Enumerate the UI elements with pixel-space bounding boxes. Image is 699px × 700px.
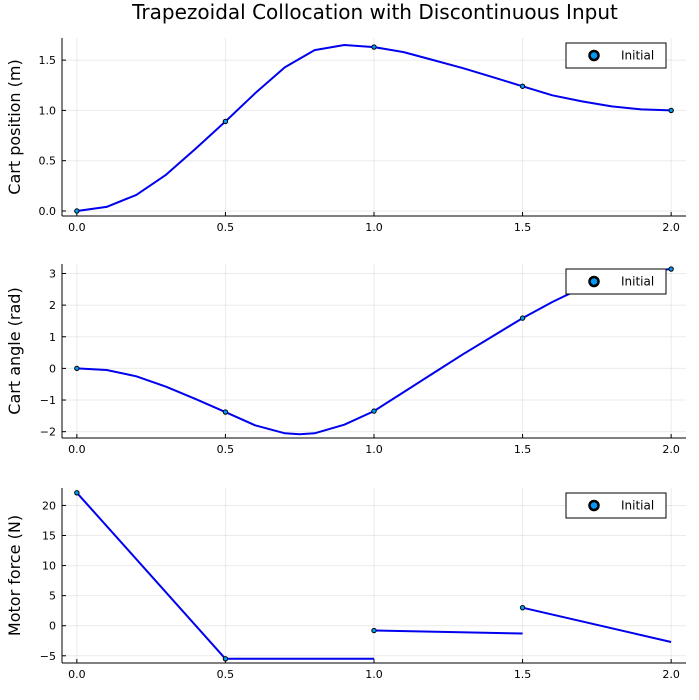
series-line-segment [76, 268, 672, 436]
panel-2: 0.0 0.5 1.0 1.5 2.0 −2 −1 0 1 2 3 Cart angle (rad) I… [5, 264, 686, 456]
y-tick-label: 20 [42, 499, 56, 512]
data-point [371, 627, 377, 634]
data-point [519, 315, 526, 321]
y-tick-label: 0 [49, 620, 56, 633]
x-tick-label: 0.5 [217, 221, 235, 234]
x-tick-label: 0.5 [217, 443, 235, 456]
x-tick-label: 0.0 [68, 221, 86, 234]
x-tick-label: 2.0 [662, 668, 680, 681]
x-tick-label: 1.0 [365, 221, 383, 234]
y-tick-label: 2 [49, 299, 56, 312]
data-point [668, 266, 674, 272]
y-tick-label: −2 [40, 426, 56, 439]
legend-marker [588, 49, 600, 62]
y-axis-label: Cart position (m) [5, 59, 24, 194]
legend-label: Initial [621, 49, 654, 63]
chart-title: Trapezoidal Collocation with Discontinuo… [131, 0, 618, 24]
data-point [222, 118, 229, 125]
legend-box [565, 42, 667, 69]
legend-marker [588, 499, 600, 512]
data-point [74, 490, 80, 496]
y-tick-label: 0 [49, 362, 56, 375]
series-line-segment [522, 606, 672, 643]
data-point [519, 83, 526, 89]
data-point [371, 44, 377, 50]
x-tick-label: 1.5 [514, 668, 532, 681]
x-tick-label: 1.5 [514, 443, 532, 456]
y-tick-label: 10 [42, 560, 56, 573]
y-tick-label: 15 [42, 530, 56, 543]
series-line-segment [76, 492, 227, 660]
panel-1: 0.0 0.5 1.0 1.5 2.0 0.0 0.5 1.0 1.5 Cart position… [5, 38, 686, 234]
y-tick-label: 1 [49, 331, 56, 344]
y-tick-label: 1.0 [39, 104, 57, 117]
x-tick-label: 0.0 [68, 668, 86, 681]
legend-label: Initial [621, 499, 654, 513]
y-tick-label: −1 [40, 394, 56, 407]
data-point [222, 656, 229, 662]
x-tick-label: 0.5 [217, 668, 235, 681]
legend-box [565, 492, 667, 519]
data-point [74, 208, 80, 214]
y-tick-label: 5 [49, 590, 56, 603]
data-point [519, 604, 526, 611]
x-tick-label: 0.0 [68, 443, 86, 456]
data-point [74, 365, 80, 372]
legend-box [565, 268, 667, 295]
x-tick-label: 1.5 [514, 221, 532, 234]
x-tick-label: 1.0 [365, 443, 383, 456]
y-axis-label: Motor force (N) [5, 515, 24, 636]
y-tick-label: 0.5 [39, 155, 57, 168]
data-point [371, 408, 377, 414]
x-tick-label: 2.0 [662, 443, 680, 456]
x-tick-label: 1.0 [365, 668, 383, 681]
y-tick-label: −5 [40, 650, 56, 663]
data-point [668, 107, 674, 114]
panel-3: 0.0 0.5 1.0 1.5 2.0 −5 0 5 10 15 20 Motor force (N)… [5, 488, 686, 681]
y-axis-label: Cart angle (rad) [5, 287, 24, 414]
legend-label: Initial [621, 275, 654, 289]
legend-marker [588, 275, 600, 288]
x-tick-label: 2.0 [662, 221, 680, 234]
y-tick-label: 1.5 [39, 54, 57, 67]
y-tick-label: 0.0 [39, 205, 57, 218]
y-tick-label: 3 [49, 267, 56, 280]
series-line-segment [373, 629, 523, 635]
data-point [222, 409, 229, 415]
